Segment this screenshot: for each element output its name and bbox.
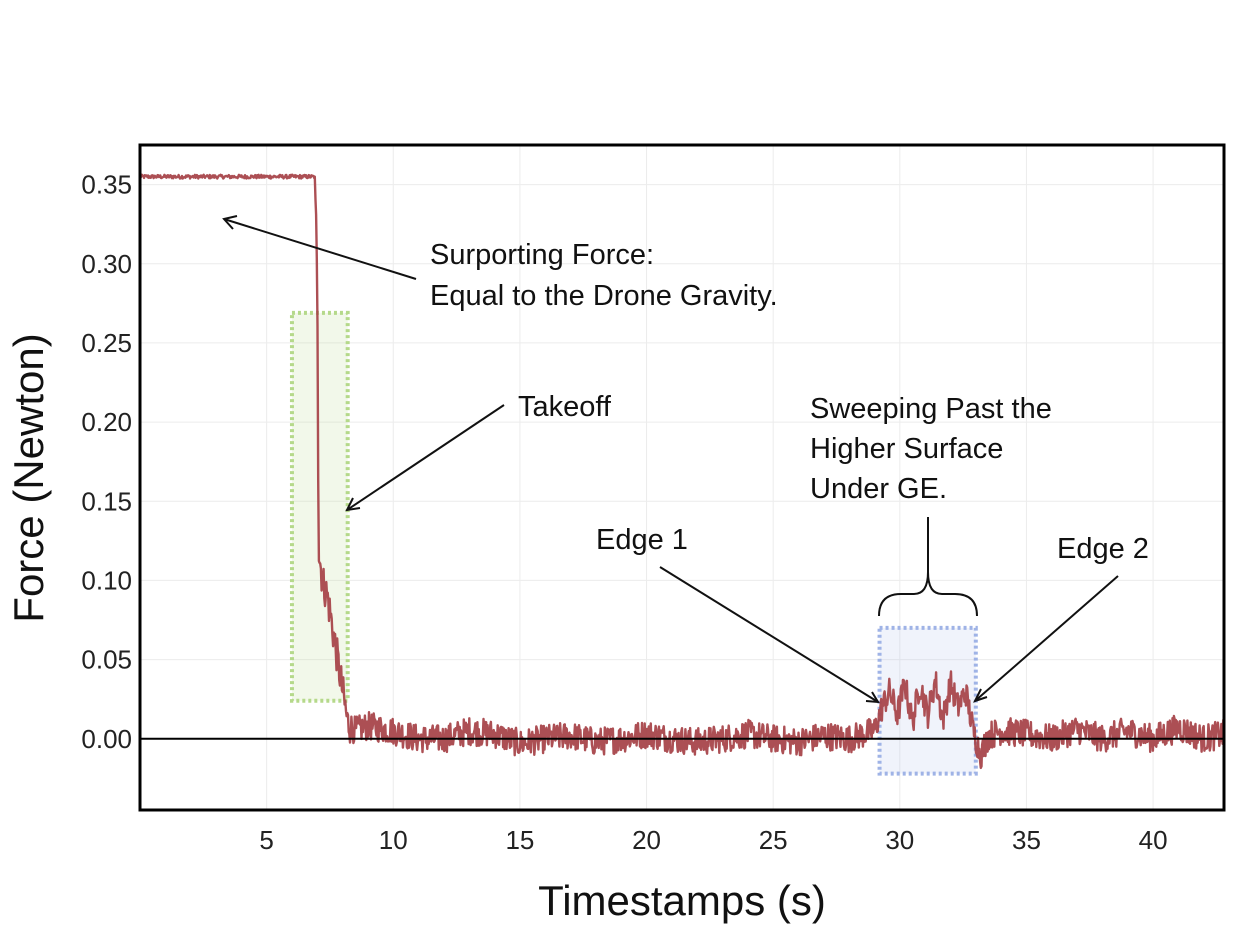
y-tick-label: 0.10	[81, 565, 132, 595]
highlight-box-takeoff	[289, 310, 350, 703]
series-layer	[138, 173, 1226, 770]
x-tick-label: 25	[759, 825, 788, 855]
y-axis-title: Force (Newton)	[5, 333, 52, 622]
annotation-takeoff: Takeoff	[518, 391, 612, 423]
x-tick-label: 20	[632, 825, 661, 855]
y-tick-label: 0.05	[81, 645, 132, 675]
x-tick-label: 10	[379, 825, 408, 855]
annotation-support-force-line-1: Surporting Force:	[430, 239, 654, 271]
annotation-sweep-line-3: Under GE.	[810, 473, 947, 505]
y-tick-label: 0.30	[81, 249, 132, 279]
arrow-edge-2	[974, 575, 1119, 702]
y-tick-label: 0.25	[81, 328, 132, 358]
plot-frame	[138, 143, 1226, 812]
annotation-sweep-line-2: Higher Surface	[810, 433, 1003, 465]
x-tick-label: 15	[505, 825, 534, 855]
y-tick-label: 0.20	[81, 407, 132, 437]
y-tick-label: 0.35	[81, 170, 132, 200]
series-line-0	[138, 173, 1226, 770]
arrowhead-edge-2	[973, 688, 988, 703]
y-tick-label: 0.00	[81, 724, 132, 754]
arrow-support-force	[223, 218, 417, 280]
annotation-support-force-line-2: Equal to the Drone Gravity.	[430, 280, 778, 312]
x-axis-title: Timestamps (s)	[538, 877, 826, 924]
annotation-edge-1: Edge 1	[596, 524, 688, 556]
annotation-layer: Surporting Force: Equal to the Drone Gra…	[222, 215, 1149, 704]
x-tick-label: 30	[885, 825, 914, 855]
arrow-edge-1	[659, 566, 879, 703]
arrowhead-support-force	[222, 215, 238, 230]
x-tick-label: 5	[259, 825, 273, 855]
arrowhead-edge-1	[865, 691, 880, 704]
frame-layer	[138, 143, 1226, 812]
annotation-sweep-line-1: Sweeping Past the	[810, 393, 1052, 425]
annotation-edge-2: Edge 2	[1057, 533, 1149, 565]
arrow-takeoff	[346, 404, 505, 511]
x-tick-label: 35	[1012, 825, 1041, 855]
x-tick-label: 40	[1139, 825, 1168, 855]
arrowhead-takeoff	[345, 497, 361, 512]
tick-layer: 5 10 15 20 25 30 35 40 0.00 0.05 0.10 0.15 0.20 0.25 0…	[81, 170, 1167, 855]
y-tick-label: 0.15	[81, 486, 132, 516]
